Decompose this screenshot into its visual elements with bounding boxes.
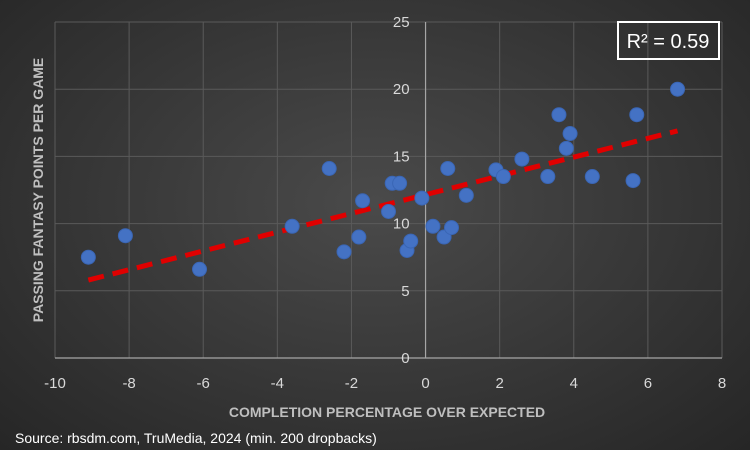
data-point (403, 233, 419, 249)
data-point (670, 81, 686, 97)
data-point (625, 173, 641, 189)
y-tick-label: 5 (401, 283, 409, 300)
data-point (321, 160, 337, 176)
data-point (425, 218, 441, 234)
x-tick-label: -10 (44, 375, 66, 392)
data-point (440, 160, 456, 176)
x-tick-label: -8 (122, 375, 135, 392)
data-point (551, 107, 567, 123)
y-tick-label: 25 (393, 14, 410, 31)
grid-lines (54, 21, 723, 358)
trendline-group (87, 128, 679, 283)
data-point (584, 169, 600, 185)
trendline (87, 128, 679, 283)
data-point (514, 151, 530, 167)
source-note: Source: rbsdm.com, TruMedia, 2024 (min. … (15, 430, 377, 446)
data-point (562, 126, 578, 142)
data-point (458, 187, 474, 203)
x-tick-label: 0 (421, 375, 429, 392)
data-point (392, 175, 408, 191)
data-point (192, 261, 208, 277)
x-tick-label: 4 (570, 375, 578, 392)
data-points (80, 81, 686, 277)
data-point (284, 218, 300, 234)
x-axis-title: COMPLETION PERCENTAGE OVER EXPECTED (229, 404, 545, 420)
data-point (414, 190, 430, 206)
data-point (540, 169, 556, 185)
x-tick-label: 2 (495, 375, 503, 392)
y-tick-label: 10 (393, 216, 410, 233)
x-tick-label: 8 (718, 375, 726, 392)
axis-lines (55, 22, 722, 359)
x-tick-label: -4 (271, 375, 284, 392)
data-point (336, 244, 352, 260)
r2-annotation: R² = 0.59 (627, 31, 710, 53)
y-tick-label: 0 (401, 350, 409, 367)
x-tick-label: 6 (644, 375, 652, 392)
x-tick-label: -6 (197, 375, 210, 392)
data-point (495, 169, 511, 185)
y-tick-label: 20 (393, 81, 410, 98)
data-point (355, 193, 371, 209)
r2-annotation-box: R² = 0.59 (617, 21, 720, 60)
data-point (80, 249, 96, 265)
data-point (351, 229, 367, 245)
data-point (443, 220, 459, 236)
data-point (381, 204, 396, 220)
y-axis-title: PASSING FANTASY POINTS PER GAME (30, 58, 46, 322)
data-point (629, 107, 645, 123)
data-point (117, 228, 133, 244)
r2-box-border (617, 21, 720, 60)
data-point (558, 140, 574, 156)
x-tick-label: -2 (345, 375, 358, 392)
y-tick-label: 15 (393, 148, 410, 165)
tick-labels: -10 -8 -6 -4 -2 0 2 4 6 8 0 5 10 15 20 25 (44, 14, 726, 392)
